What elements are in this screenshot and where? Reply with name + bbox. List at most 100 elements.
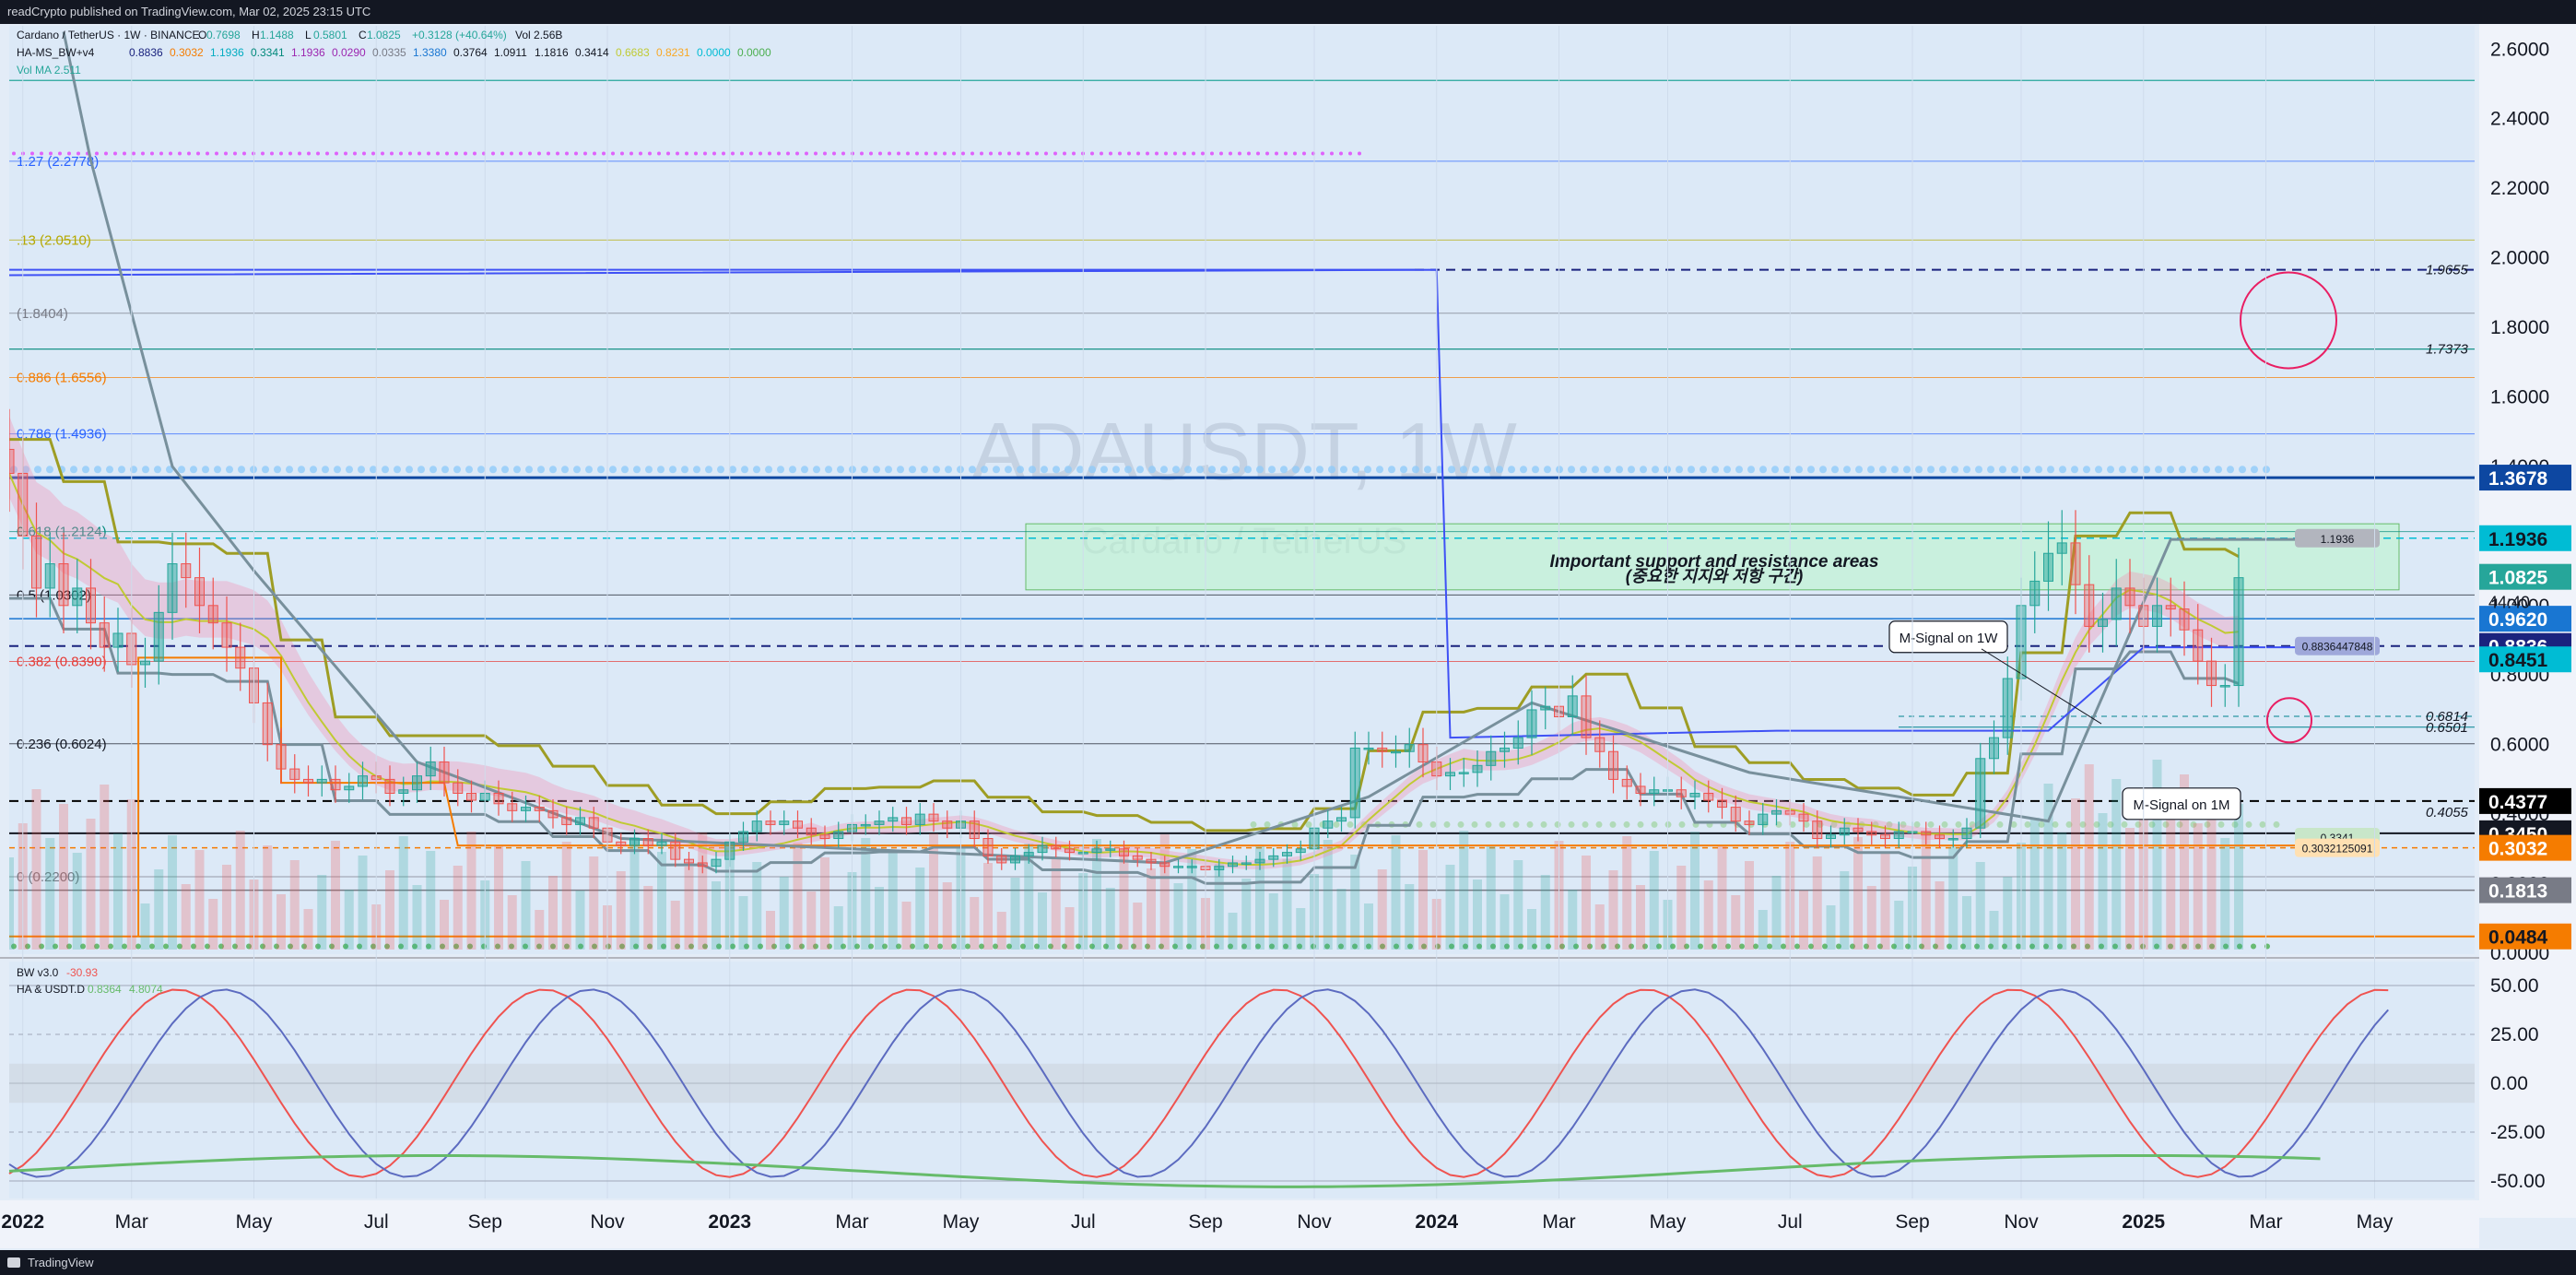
right-line-label-2: 0.6814 (2426, 709, 2468, 725)
dots-bottom (11, 943, 2270, 950)
inline-tag-1: 0.8836447848 (2302, 641, 2373, 654)
legend-hams-label: HA-MS_BW+v4 (17, 46, 95, 59)
legend-hams-val-12: 0.6683 (616, 46, 650, 59)
legend-ha-label: HA & USDT.D (17, 983, 85, 996)
legend-hams-val-1: 0.3032 (170, 46, 204, 59)
target-circle-bottom (2266, 697, 2312, 744)
right-line-label-4: 0.4055 (2426, 805, 2469, 820)
price-tag-bg-10 (2479, 923, 2571, 950)
price-tick-1: 2.4000 (2490, 109, 2549, 130)
price-tick-0: 2.6000 (2490, 39, 2549, 60)
right-line-label-3: 0.6501 (2426, 720, 2468, 736)
osc-axis: 50.00 25.00 0.00 -25.00 -50.00 (2490, 975, 2546, 1192)
time-label-7: Mar (835, 1211, 868, 1233)
price-tick-10: 0.6000 (2490, 735, 2549, 756)
legend-hams-val-6: 0.0335 (372, 46, 406, 59)
price-tag-bg-5 (2479, 646, 2571, 673)
time-label-15: Jul (1778, 1211, 1803, 1233)
legend-hams-val-9: 1.0911 (494, 46, 527, 59)
legend-ohlc-key-2: L (305, 29, 312, 41)
time-label-4: Sep (468, 1211, 502, 1233)
price-tag-5: 0.8451 (2488, 650, 2548, 671)
price-tag-10: 0.0484 (2488, 927, 2548, 949)
volume-bars (9, 760, 2243, 950)
watermark-ticker: ADAUSDT, 1W (971, 406, 1517, 497)
legend-hams-val-3: 0.3341 (251, 46, 285, 59)
zone-subtitle: (중요한 지지와 저항 구간) (1626, 567, 1804, 585)
time-label-2: May (236, 1211, 273, 1233)
fib-label-7: 0.382 (0.8390) (17, 655, 107, 670)
legend-hams-val-4: 1.1936 (291, 46, 325, 59)
step-line-gray (9, 596, 2240, 885)
fib-label-1: .13 (2.0510) (17, 232, 91, 248)
legend-hams-val-14: 0.0000 (697, 46, 731, 59)
legend-ohlc-val-1: 1.1488 (260, 29, 294, 41)
time-label-10: Sep (1188, 1211, 1222, 1233)
legend-ha-val-0: 0.8364 (88, 983, 122, 996)
price-tag-bg-0 (2479, 465, 2571, 491)
time-label-19: Mar (2249, 1211, 2282, 1233)
time-label-9: Jul (1071, 1211, 1096, 1233)
inline-tag-bg-0 (2295, 528, 2380, 548)
bw-red-line (8, 988, 2389, 1178)
legend-hams-val-15: 0.0000 (737, 46, 771, 59)
legend-hams-val-5: 0.0290 (332, 46, 366, 59)
price-tag-0: 1.3678 (2488, 468, 2548, 490)
callout-1m-box (2122, 787, 2241, 820)
time-axis-bg (0, 1200, 2479, 1248)
fib-label-2: (1.8404) (17, 306, 68, 322)
price-tag-3: 0.9620 (2488, 609, 2547, 631)
legend-ohlc-val-0: 0.7698 (206, 29, 241, 41)
time-label-6: 2023 (708, 1211, 751, 1233)
legend-ha-val-1: 4.8074 (129, 983, 163, 996)
publish-bar: readCrypto published on TradingView.com,… (0, 0, 2576, 24)
inline-tag-bg-1 (2295, 636, 2380, 655)
time-label-8: May (943, 1211, 980, 1233)
osc-tick-2: 0.00 (2490, 1073, 2528, 1094)
time-label-13: Mar (1542, 1211, 1575, 1233)
bar-timer: 44:40 (2488, 594, 2530, 612)
inline-tag-0: 1.1936 (2321, 533, 2355, 546)
legend-hams-val-7: 1.3380 (413, 46, 447, 59)
legend-ohlc-key-1: H (252, 29, 260, 41)
bw-blue-line (8, 988, 2390, 1178)
legend-symbol: Cardano / TetherUS · 1W · BINANCE (17, 29, 200, 41)
price-tag-bg-6 (2479, 787, 2571, 814)
fib-label-3: 0.886 (1.6556) (17, 371, 107, 386)
price-tag-1: 1.1936 (2488, 529, 2547, 550)
price-tick-4: 1.8000 (2490, 317, 2549, 338)
legend-bw-value: -30.93 (66, 966, 98, 979)
fib-label-9: 0 (0.2200) (17, 869, 79, 885)
inline-tag-3: 0.3032125091 (2302, 843, 2373, 856)
right-line-label-0: 1.9655 (2426, 263, 2469, 278)
inline-tag-bg-3 (2295, 838, 2380, 857)
time-label-5: Nov (590, 1211, 625, 1233)
callout-1w-box (1888, 620, 2008, 654)
price-tag-8: 0.3032 (2488, 839, 2547, 860)
price-tag-bg-8 (2479, 834, 2571, 861)
legend-ohlc-val-2: 0.5801 (313, 29, 347, 41)
step-line-olive (9, 438, 2240, 832)
legend-hams-val-2: 1.1936 (210, 46, 244, 59)
legend-bw-label: BW v3.0 (17, 966, 59, 979)
legend-hams-val-11: 0.3414 (575, 46, 609, 59)
dots-blue-top (10, 466, 2270, 474)
osc-tick-4: -50.00 (2490, 1171, 2546, 1192)
osc-tick-1: 25.00 (2490, 1024, 2539, 1045)
publish-note: readCrypto published on TradingView.com,… (7, 5, 371, 18)
legend-hams-val-13: 0.8231 (656, 46, 690, 59)
time-label-11: Nov (1297, 1211, 1332, 1233)
tradingview-logo-icon (7, 1257, 20, 1268)
price-tick-5: 1.6000 (2490, 386, 2549, 407)
time-label-17: Nov (2004, 1211, 2039, 1233)
callout-1m-text: M-Signal on 1M (2133, 797, 2229, 813)
price-axis: 2.60002.40002.20002.00001.80001.60001.40… (2479, 39, 2571, 964)
price-tag-6: 0.4377 (2488, 792, 2547, 813)
price-tag-bg-2 (2479, 563, 2571, 590)
legend-hams-val-0: 0.8836 (129, 46, 163, 59)
price-tag-bg-9 (2479, 877, 2571, 903)
legend-vol: Vol 2.56B (515, 29, 562, 41)
